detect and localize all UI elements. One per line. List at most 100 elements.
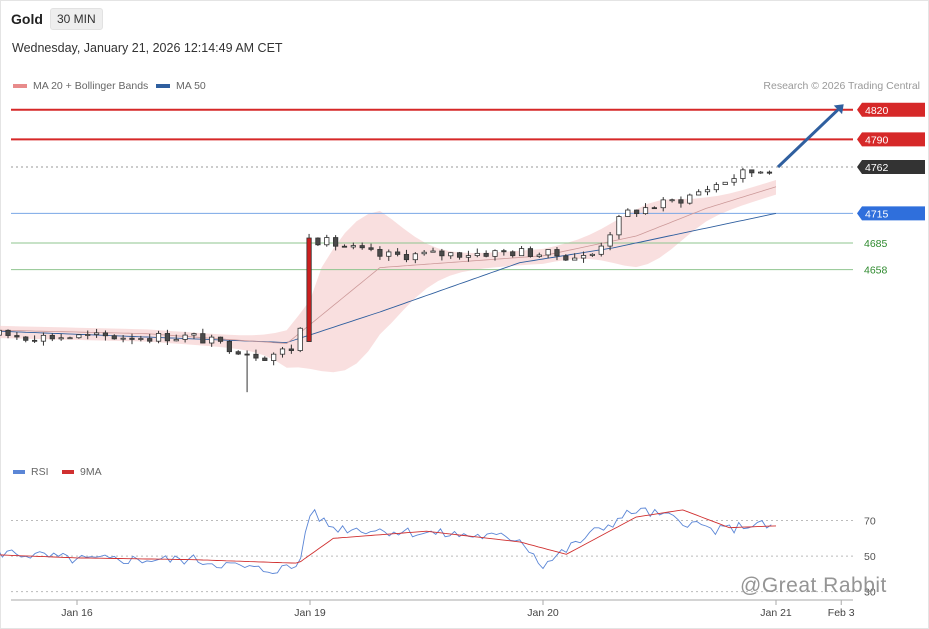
candle	[217, 336, 224, 344]
level-tag-4790: 4790	[857, 132, 925, 147]
candle	[678, 196, 684, 208]
candle-body	[324, 237, 330, 246]
candle-body	[616, 216, 622, 236]
candle	[527, 246, 534, 258]
candle	[713, 182, 719, 193]
timeframe-badge[interactable]: 30 MIN	[50, 8, 103, 30]
candle-body	[474, 252, 480, 256]
candle-body	[740, 169, 746, 179]
candle-body	[235, 351, 241, 355]
candle-body	[49, 334, 55, 340]
candle	[93, 328, 100, 338]
candle-body	[634, 209, 640, 215]
candle	[288, 344, 294, 354]
candle-body	[607, 234, 613, 247]
x-tick-jan-21: Jan 21	[760, 607, 792, 619]
candle-body	[563, 255, 569, 261]
candle-body	[421, 251, 427, 255]
watermark: @Great Rabbit	[740, 574, 887, 597]
candle	[209, 334, 215, 347]
candle	[191, 332, 197, 339]
candle	[377, 246, 383, 260]
candle-body	[164, 333, 171, 342]
candle-body	[368, 247, 374, 250]
candle	[271, 352, 277, 366]
candle	[341, 244, 348, 248]
candle	[200, 328, 206, 344]
candle-body	[262, 357, 268, 361]
level-tag-bg-4790	[857, 132, 925, 147]
candle-body	[58, 337, 64, 340]
candle	[147, 333, 153, 344]
candle	[696, 189, 702, 196]
research-credit: Research © 2026 Trading Central	[763, 80, 920, 92]
candle-body	[554, 249, 560, 257]
candle	[474, 248, 480, 258]
ma20-swatch	[13, 84, 27, 88]
candle	[625, 208, 631, 217]
candle	[430, 247, 436, 253]
level-tag-bg-4715	[857, 206, 925, 221]
candle-body	[758, 171, 764, 174]
candle-body	[412, 253, 418, 261]
candle	[501, 248, 507, 256]
x-tick-jan-19: Jan 19	[294, 607, 326, 619]
candle-body	[527, 248, 534, 257]
candle	[660, 197, 666, 212]
ma20-line	[0, 186, 777, 344]
candle	[642, 203, 649, 215]
rsi-swatch	[13, 470, 25, 474]
candle	[102, 330, 109, 341]
candle-body	[31, 339, 38, 342]
candle-body	[271, 353, 277, 361]
candle	[324, 234, 330, 247]
candle	[120, 335, 126, 343]
candle-body	[492, 250, 498, 257]
level-tag-bg-4762	[857, 160, 925, 174]
candle-body	[651, 207, 657, 210]
candle-body	[678, 199, 684, 204]
candle-body	[173, 339, 179, 342]
candle-body	[625, 209, 631, 217]
candle-body	[341, 245, 348, 248]
rsi-tick-70: 70	[864, 516, 876, 528]
ma9-swatch	[62, 470, 74, 474]
level-label-4715: 4715	[865, 208, 889, 220]
candle	[173, 334, 179, 342]
candle-body	[306, 237, 312, 342]
ma20-label: MA 20 + Bollinger Bands	[33, 80, 149, 92]
candle	[766, 170, 773, 175]
candle-body	[510, 251, 516, 257]
candle-body	[226, 340, 232, 353]
level-tag-4762: 4762	[857, 160, 925, 174]
candle-body	[200, 333, 206, 344]
candle	[563, 254, 569, 261]
level-label-4790: 4790	[865, 134, 889, 146]
level-tag-4685: 4685	[864, 238, 888, 250]
candle	[439, 248, 445, 261]
x-tick-jan-20: Jan 20	[527, 607, 559, 619]
legend-rsi[interactable]: RSI	[13, 466, 49, 478]
candle-body	[439, 250, 445, 257]
x-tick-jan-16: Jan 16	[61, 607, 93, 619]
candle	[536, 252, 542, 258]
candle	[607, 232, 613, 251]
legend-9ma[interactable]: 9MA	[62, 466, 102, 478]
candle-body	[377, 249, 383, 257]
candle-body	[279, 348, 286, 355]
candle-body	[129, 337, 135, 340]
candle-body	[350, 245, 356, 248]
candle	[651, 206, 657, 210]
legend-ma50[interactable]: MA 50	[156, 80, 206, 92]
legend-ma20[interactable]: MA 20 + Bollinger Bands	[13, 80, 148, 92]
candle-body	[696, 191, 702, 196]
candle	[456, 251, 463, 260]
forecast-arrow-head	[833, 104, 844, 115]
candle-body	[288, 348, 294, 351]
candle-body	[5, 329, 11, 336]
ma50-swatch	[156, 84, 170, 88]
candle-body	[580, 255, 587, 259]
candle-body	[589, 253, 595, 256]
candle	[616, 214, 622, 240]
